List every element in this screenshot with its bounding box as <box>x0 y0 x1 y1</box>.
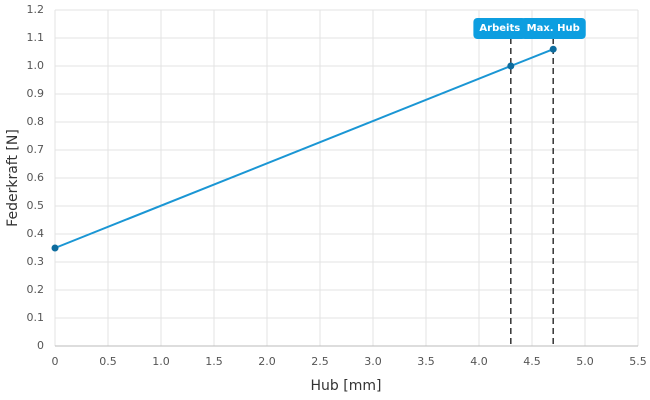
y-tick-label: 0 <box>37 339 44 352</box>
annotation-box <box>473 18 527 39</box>
x-axis-title: Hub [mm] <box>311 378 382 394</box>
y-axis-title: Federkraft [N] <box>5 129 21 227</box>
x-tick-label: 4.0 <box>470 355 488 368</box>
y-tick-label: 0.8 <box>27 115 45 128</box>
x-tick-label: 5.5 <box>629 355 647 368</box>
y-tick-label: 0.2 <box>27 283 45 296</box>
x-tick-label: 2.0 <box>258 355 276 368</box>
data-point <box>549 45 557 53</box>
y-tick-label: 0.4 <box>27 227 45 240</box>
x-tick-label: 1.5 <box>205 355 223 368</box>
y-tick-label: 0.7 <box>27 143 45 156</box>
y-tick-label: 0.9 <box>27 87 45 100</box>
data-point <box>507 62 515 70</box>
y-tick-label: 0.5 <box>27 199 45 212</box>
y-tick-label: 0.1 <box>27 311 45 324</box>
x-tick-label: 0 <box>52 355 59 368</box>
data-point <box>51 244 59 252</box>
annotation-box <box>520 18 586 39</box>
data-line <box>54 48 554 249</box>
x-tick-label: 1.0 <box>152 355 170 368</box>
y-tick-label: 1.1 <box>27 31 45 44</box>
x-tick-label: 0.5 <box>99 355 117 368</box>
y-tick-label: 1.2 <box>27 3 45 16</box>
y-tick-label: 0.6 <box>27 171 45 184</box>
x-tick-label: 4.5 <box>523 355 541 368</box>
x-tick-label: 2.5 <box>311 355 329 368</box>
x-tick-label: 3.5 <box>417 355 435 368</box>
annotation-label: Arbeits <box>479 23 520 34</box>
y-tick-label: 1.0 <box>27 59 45 72</box>
x-tick-label: 5.0 <box>576 355 594 368</box>
x-tick-label: 3.0 <box>364 355 382 368</box>
annotation-label: Max. Hub <box>527 23 580 34</box>
y-tick-label: 0.3 <box>27 255 45 268</box>
